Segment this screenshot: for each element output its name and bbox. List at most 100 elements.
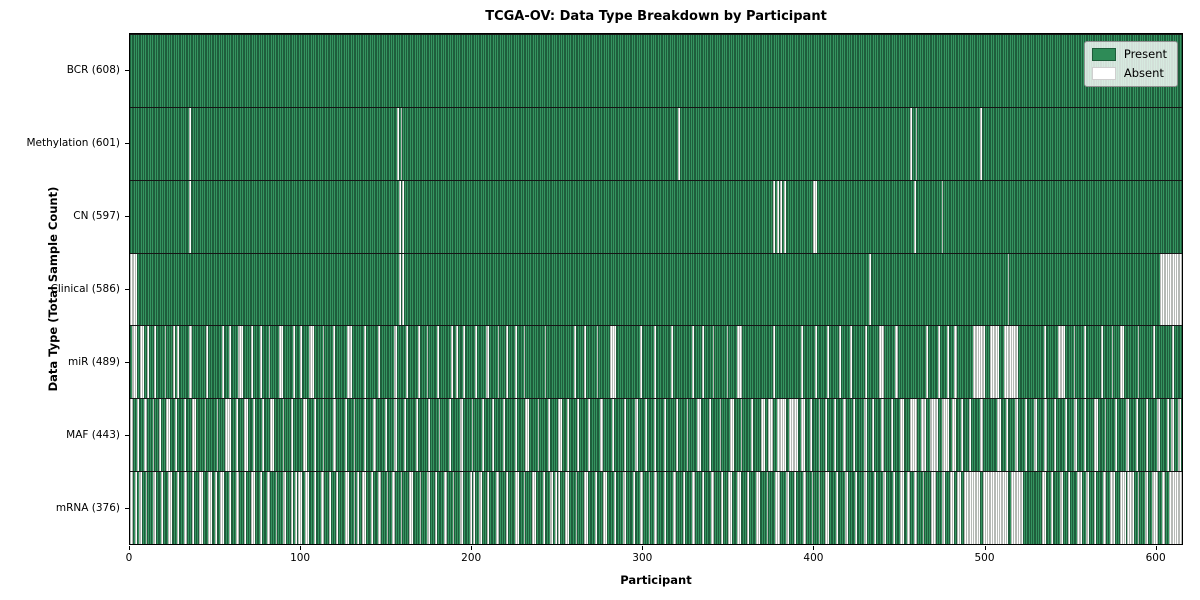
heatmap-cell xyxy=(1132,253,1135,326)
heatmap-cell xyxy=(815,472,817,545)
heatmap-cell xyxy=(1070,180,1072,253)
heatmap-cell xyxy=(405,326,408,399)
heatmap-cell xyxy=(417,472,420,545)
heatmap-cell xyxy=(430,107,432,180)
heatmap-cell xyxy=(835,35,838,107)
heatmap-cell xyxy=(1005,35,1008,107)
heatmap-cell xyxy=(867,472,869,545)
heatmap-cell xyxy=(187,399,189,472)
heatmap-cell xyxy=(976,107,979,180)
heatmap-cell xyxy=(1120,180,1123,253)
heatmap-cell xyxy=(742,253,744,326)
heatmap-cell xyxy=(539,253,542,326)
heatmap-cell xyxy=(1063,472,1065,545)
heatmap-cell xyxy=(986,253,989,326)
heatmap-cell xyxy=(216,253,219,326)
heatmap-cell xyxy=(350,35,352,107)
heatmap-cell xyxy=(1042,326,1045,399)
heatmap-cell xyxy=(204,253,207,326)
heatmap-cell xyxy=(962,326,965,399)
heatmap-cell xyxy=(693,399,696,472)
heatmap-cell xyxy=(728,399,731,472)
heatmap-cell xyxy=(936,253,939,326)
heatmap-cell xyxy=(143,253,146,326)
heatmap-cell xyxy=(157,326,160,399)
heatmap-cell xyxy=(875,253,878,326)
heatmap-cell xyxy=(416,35,418,107)
heatmap-cell xyxy=(664,35,666,107)
heatmap-cell xyxy=(742,35,744,107)
heatmap-cell xyxy=(979,35,982,107)
heatmap-cell xyxy=(237,472,240,545)
heatmap-cell xyxy=(1132,107,1135,180)
heatmap-cell xyxy=(678,180,680,253)
heatmap-cell xyxy=(860,107,862,180)
heatmap-cell xyxy=(145,180,148,253)
heatmap-cell xyxy=(547,326,550,399)
heatmap-cell xyxy=(352,326,354,399)
heatmap-cell xyxy=(867,399,869,472)
heatmap-cell xyxy=(967,35,970,107)
heatmap-row-bcr xyxy=(130,34,1182,107)
heatmap-cell xyxy=(343,326,346,399)
heatmap-cell xyxy=(279,35,281,107)
heatmap-cell xyxy=(639,35,642,107)
heatmap-cell xyxy=(688,180,691,253)
heatmap-cell xyxy=(1148,107,1150,180)
heatmap-cell xyxy=(1057,472,1060,545)
heatmap-cell xyxy=(969,180,972,253)
heatmap-cell xyxy=(815,35,817,107)
heatmap-cell xyxy=(785,35,788,107)
heatmap-cell xyxy=(1168,399,1171,472)
heatmap-cell xyxy=(168,180,170,253)
heatmap-cell xyxy=(247,107,250,180)
heatmap-cell xyxy=(587,180,590,253)
heatmap-cell xyxy=(560,326,562,399)
heatmap-cell xyxy=(1075,253,1077,326)
heatmap-cell xyxy=(920,180,923,253)
heatmap-cell xyxy=(834,326,836,399)
heatmap-cell xyxy=(743,35,746,107)
heatmap-cell xyxy=(1139,253,1142,326)
heatmap-cell xyxy=(466,472,469,545)
heatmap-cell xyxy=(305,107,307,180)
heatmap-cell xyxy=(1038,180,1041,253)
heatmap-cell xyxy=(825,326,828,399)
heatmap-cell xyxy=(1177,326,1180,399)
heatmap-cell xyxy=(1068,253,1071,326)
heatmap-cell xyxy=(199,399,202,472)
heatmap-cell xyxy=(1085,399,1088,472)
heatmap-cell xyxy=(733,326,736,399)
heatmap-cell xyxy=(1085,180,1088,253)
heatmap-cell xyxy=(655,326,658,399)
heatmap-cell xyxy=(763,107,765,180)
heatmap-cell xyxy=(469,253,472,326)
heatmap-cell xyxy=(261,472,264,545)
heatmap-cell xyxy=(981,472,984,545)
heatmap-cell xyxy=(1011,107,1013,180)
heatmap-cell xyxy=(551,472,554,545)
heatmap-cell xyxy=(1024,180,1027,253)
heatmap-cell xyxy=(913,326,916,399)
heatmap-cell xyxy=(1071,472,1074,545)
heatmap-cell xyxy=(1146,399,1149,472)
heatmap-cell xyxy=(1106,180,1109,253)
heatmap-cell xyxy=(574,399,576,472)
heatmap-cell xyxy=(587,253,590,326)
heatmap-cell xyxy=(1116,180,1119,253)
heatmap-cell xyxy=(447,253,450,326)
heatmap-cell xyxy=(891,253,894,326)
heatmap-cell xyxy=(900,253,902,326)
heatmap-cell xyxy=(1106,107,1109,180)
heatmap-cell xyxy=(1073,472,1076,545)
y-tick-mark xyxy=(125,69,129,71)
heatmap-cell xyxy=(714,35,717,107)
heatmap-cell xyxy=(705,107,708,180)
heatmap-cell xyxy=(1005,180,1008,253)
heatmap-cell xyxy=(1061,180,1064,253)
heatmap-cell xyxy=(315,472,318,545)
heatmap-cell xyxy=(716,253,718,326)
heatmap-cell xyxy=(565,35,568,107)
heatmap-cell xyxy=(957,180,960,253)
heatmap-cell xyxy=(910,472,913,545)
